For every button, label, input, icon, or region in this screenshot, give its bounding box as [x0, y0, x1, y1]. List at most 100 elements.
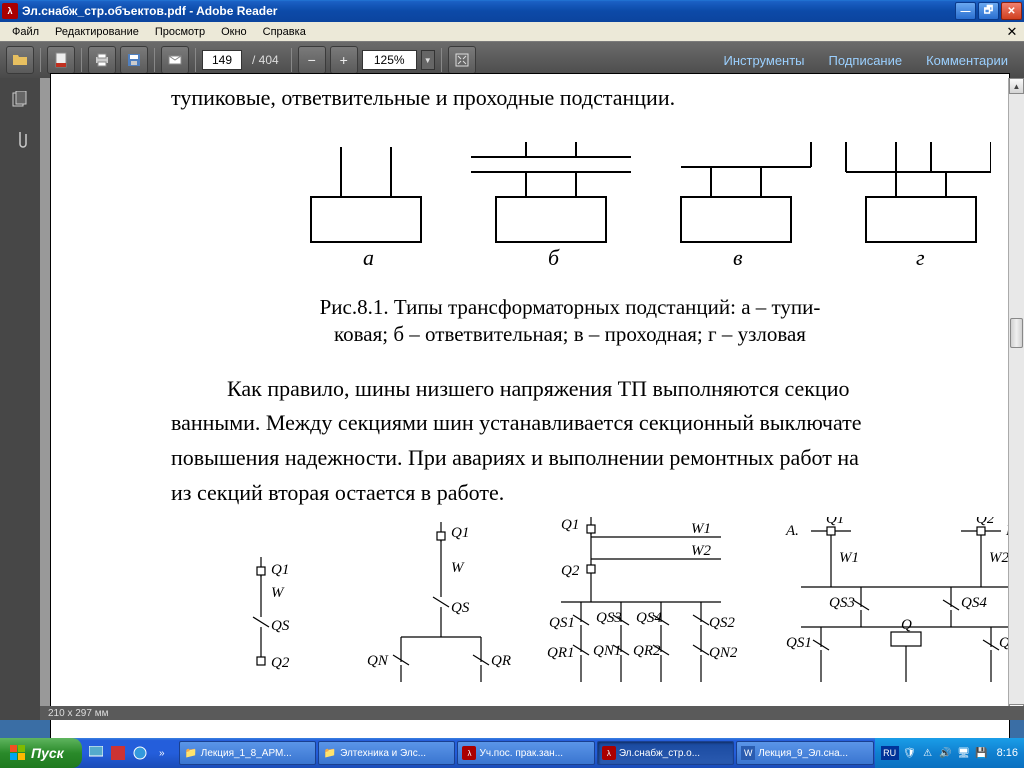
task-item[interactable]: 📁Элтехника и Элс...: [318, 741, 455, 765]
taskbar: Пуск » 📁Лекция_1_8_АРМ... 📁Элтехника и Э…: [0, 738, 1024, 768]
menu-edit[interactable]: Редактирование: [47, 24, 147, 40]
scroll-up-button[interactable]: ▲: [1009, 78, 1024, 94]
svg-text:QR: QR: [491, 653, 511, 669]
svg-text:QN2: QN2: [709, 645, 738, 661]
pdf-page: тупиковые, ответвительные и проходные по…: [50, 73, 1010, 743]
svg-text:QS2: QS2: [709, 615, 735, 631]
pdf-icon: λ: [2, 3, 18, 19]
start-button[interactable]: Пуск: [0, 738, 82, 768]
svg-text:Q1: Q1: [451, 525, 469, 541]
svg-text:QS: QS: [451, 600, 470, 616]
windows-icon: [10, 745, 26, 761]
menu-file[interactable]: Файл: [4, 24, 47, 40]
fig-label-a: а: [363, 245, 374, 270]
para2-line2: ванными. Между секциями шин устанавливае…: [171, 409, 1009, 438]
tray-icon[interactable]: 🖥: [957, 746, 971, 760]
para2-line3: повышения надежности. При авариях и выпо…: [171, 444, 1009, 473]
lang-indicator[interactable]: RU: [881, 746, 899, 760]
svg-text:Q1: Q1: [271, 562, 289, 578]
menu-window[interactable]: Окно: [213, 24, 255, 40]
ql-totalcmd-icon[interactable]: [108, 742, 128, 764]
open-button[interactable]: [6, 46, 34, 74]
svg-text:QS4: QS4: [961, 595, 987, 611]
sidebar: [0, 78, 40, 720]
svg-text:QS1: QS1: [549, 615, 575, 631]
svg-text:Q2: Q2: [561, 563, 580, 579]
svg-text:Q2: Q2: [976, 517, 995, 527]
print-button[interactable]: [88, 46, 116, 74]
title-bar: λ Эл.снабж_стр.объектов.pdf - Adobe Read…: [0, 0, 1024, 22]
svg-text:QS3: QS3: [829, 595, 855, 611]
tools-link[interactable]: Инструменты: [713, 53, 814, 68]
sign-link[interactable]: Подписание: [819, 53, 913, 68]
fig-label-b: б: [548, 245, 560, 270]
fig-label-v: в: [733, 245, 743, 270]
zoom-out-button[interactable]: −: [298, 46, 326, 74]
quick-launch: »: [86, 742, 172, 764]
para2-line1: Как правило, шины низшего напряжения ТП …: [171, 375, 1009, 404]
close-button[interactable]: ✕: [1001, 2, 1022, 20]
tray-icon[interactable]: ⚠: [921, 746, 935, 760]
fit-window-button[interactable]: [448, 46, 476, 74]
svg-text:QN1: QN1: [593, 643, 621, 659]
word-icon: W: [741, 746, 755, 760]
save-button[interactable]: [120, 46, 148, 74]
svg-text:QN: QN: [367, 653, 389, 669]
fig-label-g: г: [916, 245, 925, 270]
folder-icon: 📁: [184, 746, 198, 760]
figure-8-1: а б: [271, 137, 1009, 285]
zoom-in-button[interactable]: +: [330, 46, 358, 74]
svg-text:QS: QS: [271, 618, 290, 634]
task-item[interactable]: WЛекция_9_Эл.сна...: [736, 741, 873, 765]
zoom-dropdown[interactable]: ▼: [421, 50, 435, 70]
vertical-scrollbar[interactable]: ▲ ▼: [1008, 78, 1024, 720]
page-input[interactable]: 149: [202, 50, 242, 70]
pdf-icon: λ: [462, 746, 476, 760]
svg-text:А.: А.: [785, 523, 799, 539]
task-item[interactable]: λЭл.снабж_стр.о...: [597, 741, 734, 765]
thumbnails-icon[interactable]: [6, 86, 34, 114]
svg-text:QS4: QS4: [636, 610, 662, 626]
ql-desktop-icon[interactable]: [86, 742, 106, 764]
para2-line4: из секций вторая остается в работе.: [171, 479, 1009, 508]
zoom-value[interactable]: 125%: [362, 50, 417, 70]
scroll-thumb[interactable]: [1010, 318, 1023, 348]
restore-button[interactable]: 🗗: [978, 2, 999, 20]
attachments-icon[interactable]: [6, 126, 34, 154]
export-pdf-button[interactable]: [47, 46, 75, 74]
svg-text:QR1: QR1: [547, 645, 575, 661]
task-item[interactable]: 📁Лекция_1_8_АРМ...: [179, 741, 316, 765]
task-item[interactable]: λУч.пос. прак.зан...: [457, 741, 594, 765]
svg-text:W1: W1: [839, 550, 859, 566]
email-button[interactable]: [161, 46, 189, 74]
content-area: тупиковые, ответвительные и проходные по…: [40, 78, 1024, 720]
tray-icon[interactable]: 💾: [975, 746, 989, 760]
ql-doublearrow-icon[interactable]: »: [152, 742, 172, 764]
figure-schematics: Q1 W QS Q2 Q1 W QS: [161, 517, 1009, 695]
tray-icon[interactable]: 🛡: [903, 746, 917, 760]
status-bar: 210 x 297 мм: [40, 706, 1024, 720]
menu-help[interactable]: Справка: [255, 24, 314, 40]
minimize-button[interactable]: —: [955, 2, 976, 20]
svg-text:Q1: Q1: [826, 517, 844, 527]
menu-bar: Файл Редактирование Просмотр Окно Справк…: [0, 22, 1024, 42]
folder-icon: 📁: [323, 746, 337, 760]
pdf-icon: λ: [602, 746, 616, 760]
svg-text:Q1: Q1: [561, 517, 579, 533]
svg-text:W2: W2: [989, 550, 1009, 566]
ql-ie-icon[interactable]: [130, 742, 150, 764]
svg-text:QS1: QS1: [786, 635, 812, 651]
menu-view[interactable]: Просмотр: [147, 24, 213, 40]
page-count: / 404: [246, 53, 285, 67]
clock[interactable]: 8:16: [997, 747, 1018, 759]
svg-text:W: W: [271, 585, 285, 601]
svg-text:Q2: Q2: [271, 655, 290, 671]
doc-close-button[interactable]: ✕: [1004, 24, 1020, 40]
comments-link[interactable]: Комментарии: [916, 53, 1018, 68]
tray-icon[interactable]: 🔊: [939, 746, 953, 760]
window-title: Эл.снабж_стр.объектов.pdf - Adobe Reader: [22, 4, 277, 18]
svg-text:QR2: QR2: [633, 643, 661, 659]
svg-text:W1: W1: [691, 521, 711, 537]
svg-text:Q: Q: [901, 617, 912, 633]
svg-text:W2: W2: [691, 543, 711, 559]
